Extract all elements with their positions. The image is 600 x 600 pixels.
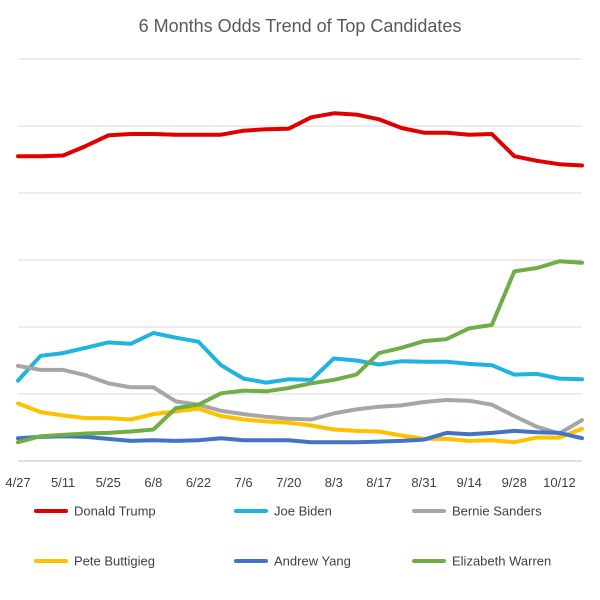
- legend-label-andrew-yang: Andrew Yang: [274, 554, 351, 569]
- legend-label-donald-trump: Donald Trump: [74, 504, 156, 519]
- x-tick-label: 5/11: [51, 475, 75, 490]
- x-tick-label: 8/31: [411, 475, 436, 490]
- x-tick-label: 9/14: [457, 475, 482, 490]
- x-tick-label: 6/22: [186, 475, 211, 490]
- legend: Donald Trump Joe Biden Bernie Sanders Pete …: [34, 504, 551, 569]
- legend-label-bernie-sanders: Bernie Sanders: [452, 504, 542, 519]
- series-line-donald-trump: [16, 111, 584, 168]
- x-tick-label: 8/3: [325, 475, 343, 490]
- legend-label-pete-buttigieg: Pete Buttigieg: [74, 554, 155, 569]
- x-tick-label: 9/28: [502, 475, 527, 490]
- x-tick-label: 6/8: [144, 475, 162, 490]
- x-tick-label: 7/6: [235, 475, 253, 490]
- x-tick-label: 8/17: [366, 475, 391, 490]
- chart-title: 6 Months Odds Trend of Top Candidates: [139, 16, 462, 36]
- series-line-pete-buttigieg: [16, 401, 584, 445]
- gridlines: [18, 58, 582, 395]
- series-line-andrew-yang: [16, 428, 584, 445]
- x-tick-label: 5/25: [96, 475, 121, 490]
- x-tick-label: 7/20: [276, 475, 301, 490]
- x-tick-label: 10/12: [543, 475, 576, 490]
- series-line-joe-biden: [16, 331, 584, 385]
- series-lines: [16, 111, 584, 445]
- legend-label-elizabeth-warren: Elizabeth Warren: [452, 554, 551, 569]
- x-tick-label: 4/27: [5, 475, 30, 490]
- x-axis: 4/27 5/11 5/25 6/8 6/22 7/6 7/20 8/3 8/17 8/31 9/1…: [5, 460, 582, 490]
- series-line-bernie-sanders: [16, 363, 584, 436]
- legend-label-joe-biden: Joe Biden: [274, 504, 332, 519]
- series-line-elizabeth-warren: [16, 259, 584, 445]
